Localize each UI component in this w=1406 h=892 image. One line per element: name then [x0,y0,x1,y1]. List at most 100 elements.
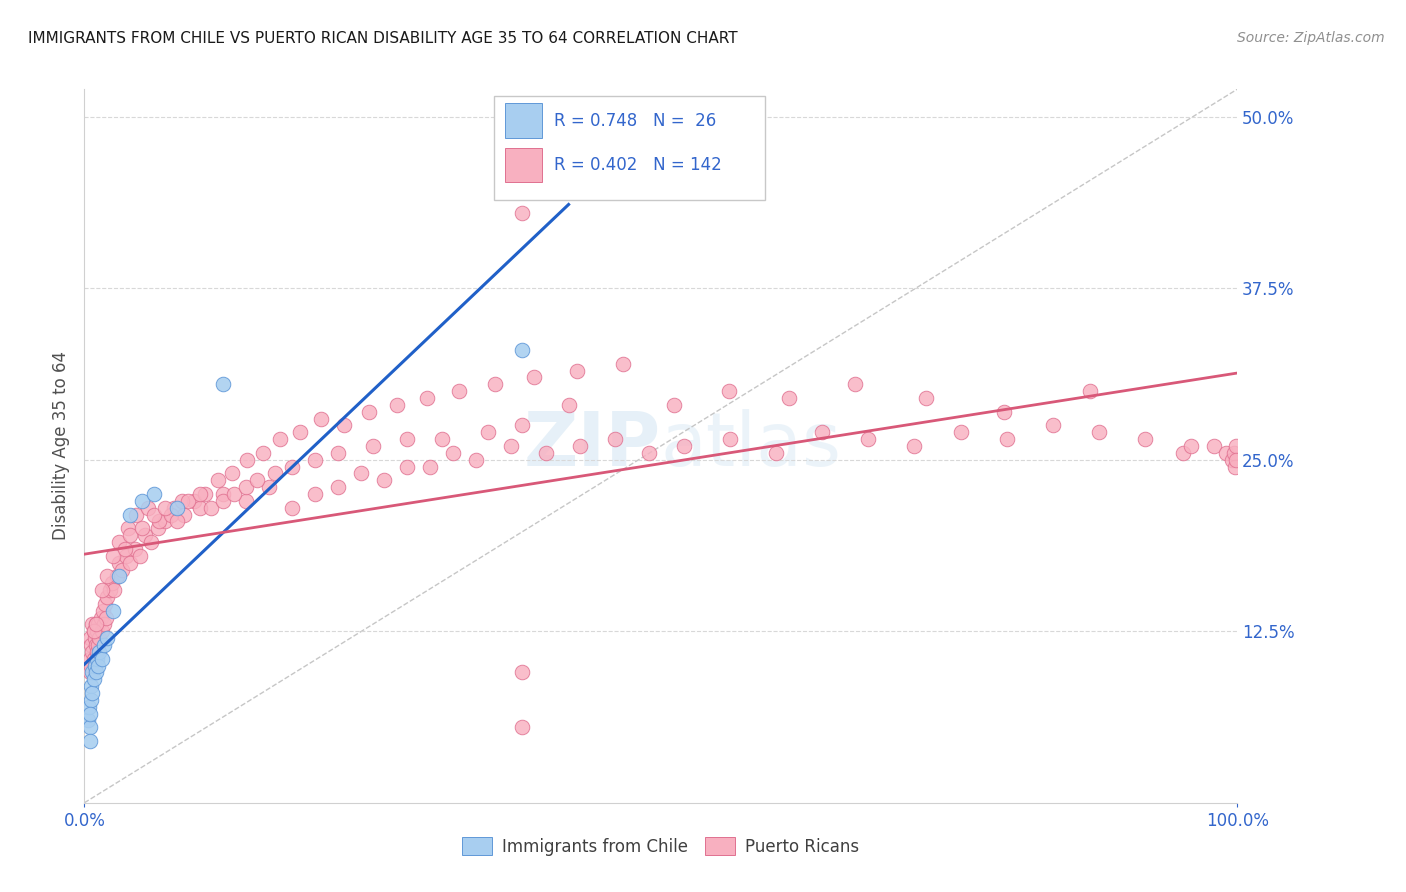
Point [252,446,274,460]
FancyBboxPatch shape [505,148,543,182]
Point [224,487,246,501]
Point [309,411,332,425]
Text: ZIP: ZIP [523,409,661,483]
Point [94,597,117,611]
Point [465,452,488,467]
Point [96,631,118,645]
Point [477,425,499,440]
Point [146,521,169,535]
Point [79,651,101,665]
Point [326,480,349,494]
Point [512,205,534,219]
Point [153,515,176,529]
Point [359,405,381,419]
Point [523,370,546,384]
Point [83,658,105,673]
Point [441,446,464,460]
Point [103,583,125,598]
Point [949,425,972,440]
Point [120,556,142,570]
Point [373,473,395,487]
Point [361,439,384,453]
Point [211,487,233,501]
Point [136,500,159,515]
Point [333,418,356,433]
Point [96,569,118,583]
Point [83,631,105,645]
Point [120,508,142,522]
Point [235,494,257,508]
Point [236,452,259,467]
Point [172,494,194,508]
Point [93,617,115,632]
Point [1204,439,1226,453]
Point [163,500,186,515]
Point [173,508,195,522]
Point [995,432,1018,446]
Point [288,425,311,440]
Point [79,665,101,680]
Point [103,604,124,618]
Point [82,686,104,700]
Point [221,467,243,481]
Point [177,494,200,508]
Point [903,439,925,453]
Point [84,638,107,652]
Point [89,610,111,624]
Point [87,617,110,632]
Point [124,541,146,556]
Point [131,494,153,508]
Point [304,452,326,467]
Point [105,569,128,583]
Point [416,391,439,405]
FancyBboxPatch shape [494,96,765,200]
Point [86,624,108,639]
Point [83,624,105,639]
Point [87,658,110,673]
Point [84,617,107,632]
Point [211,377,233,392]
Point [77,699,100,714]
Point [166,515,188,529]
Point [858,432,880,446]
Point [246,473,269,487]
Point [207,473,229,487]
Point [1171,446,1194,460]
Point [96,610,118,624]
Point [83,673,105,687]
Point [1223,446,1246,460]
Point [235,480,257,494]
Point [82,617,104,632]
Point [430,432,453,446]
Point [115,549,138,563]
Point [79,631,101,645]
Point [211,494,233,508]
Point [80,658,103,673]
Point [91,604,114,618]
Point [120,528,142,542]
Point [131,521,153,535]
Point [188,487,211,501]
Point [142,487,165,501]
Point [141,535,163,549]
Point [717,384,740,398]
Point [419,459,441,474]
Point [672,439,695,453]
Point [103,549,124,563]
Point [811,425,834,440]
Point [499,439,522,453]
Point [269,432,291,446]
Point [79,706,101,721]
Point [84,665,107,680]
Point [396,432,419,446]
Point [778,391,800,405]
Point [83,624,105,639]
Point [93,638,115,652]
Point [1042,418,1064,433]
Point [142,508,165,522]
Point [82,645,104,659]
Point [512,418,534,433]
Point [263,467,285,481]
Point [1088,425,1111,440]
Point [108,569,131,583]
